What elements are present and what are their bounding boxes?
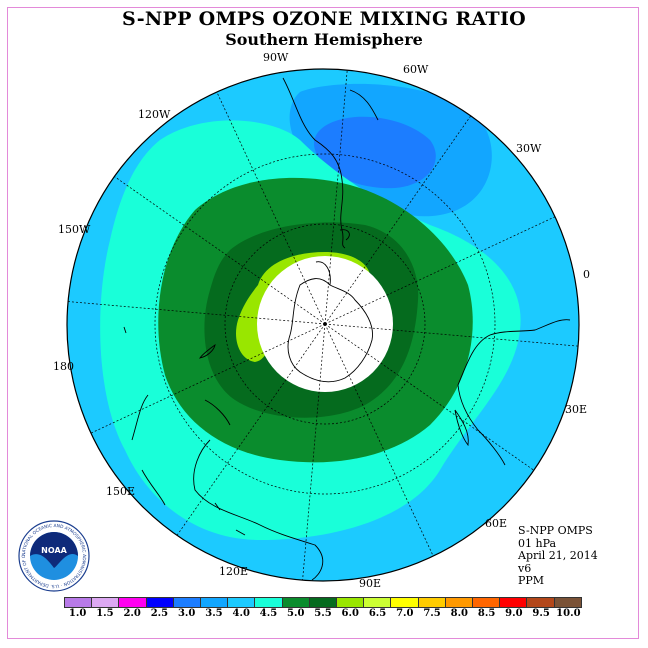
lon-label-30e: 30E	[565, 403, 587, 416]
colorbar-label: 5.5	[314, 608, 332, 619]
colorbar-segment	[228, 598, 256, 607]
info-instrument: S-NPP OMPS	[518, 524, 593, 537]
colorbar-labels: 1.0 1.5 2.0 2.5 3.0 3.5 4.0 4.5 5.0 5.5 6.0 6.5 7.0 7…	[0, 608, 648, 622]
globe-outline	[66, 68, 580, 582]
colorbar-label: 8.0	[450, 608, 469, 619]
colorbar-label: 7.0	[396, 608, 414, 619]
meridian-line	[324, 323, 571, 497]
info-block: S-NPP OMPS 01 hPa April 21, 2014 v6 PPM	[518, 524, 598, 588]
colorbar-segment	[65, 598, 93, 607]
plot-frame	[7, 7, 639, 639]
latitude-ring-1	[224, 223, 426, 425]
colorbar-label: 9.0	[505, 608, 523, 619]
lon-label-30w: 30W	[516, 142, 542, 155]
colorbar-label: 1.0	[68, 608, 87, 619]
colorbar-segment	[418, 598, 446, 607]
colorbar-segment	[445, 598, 474, 607]
colorbar-segment	[119, 598, 147, 607]
colorbar-label: 6.5	[368, 608, 387, 619]
colorbar-label: 2.5	[150, 608, 169, 619]
meridian-line	[197, 69, 326, 325]
colorbar-segment	[146, 598, 174, 607]
lon-label-180: 180	[53, 360, 74, 373]
new-zealand-coast	[131, 394, 166, 506]
colorbar-label: 3.0	[177, 608, 196, 619]
colorbar-label: 3.5	[205, 608, 223, 619]
madagascar-coast	[454, 409, 469, 447]
chart-title: S-NPP OMPS OZONE MIXING RATIO	[121, 8, 527, 30]
logo-text: NOAA	[41, 546, 67, 555]
south-america-coast	[282, 77, 379, 249]
chart-subtitle: Southern Hemisphere	[225, 30, 423, 49]
colorbar-segment	[92, 598, 120, 607]
south-pole-marker	[323, 322, 327, 326]
info-version: v6	[518, 561, 532, 575]
info-date: April 21, 2014	[518, 549, 598, 562]
colorbar-segment	[391, 598, 419, 607]
meridian-line	[324, 69, 352, 325]
colorbar-label: 6.0	[341, 608, 359, 619]
islands-coast	[123, 326, 246, 536]
colorbar-segment	[201, 598, 229, 607]
colorbar-segment	[282, 598, 310, 607]
meridian-line	[324, 323, 579, 351]
colorbar-label: 7.5	[423, 608, 441, 619]
ozone-field	[67, 69, 579, 581]
colorbar-segment	[473, 598, 501, 607]
meridian-line	[298, 323, 326, 581]
colorbar-label: 4.5	[259, 608, 278, 619]
lon-label-0: 0	[583, 268, 590, 281]
australia-coast	[193, 399, 324, 581]
meridian-line	[324, 78, 498, 325]
colorbar-label: 10.0	[556, 608, 581, 619]
lon-label-150e: 150E	[106, 485, 135, 498]
lon-label-120w: 120W	[138, 108, 171, 121]
meridian-line	[67, 323, 326, 452]
lon-label-60w: 60W	[403, 63, 429, 76]
graticule	[67, 69, 579, 581]
meridian-line	[79, 151, 326, 325]
colorbar-segment	[337, 598, 365, 607]
info-level: 01 hPa	[518, 536, 557, 550]
colorbar-label: 8.5	[477, 608, 496, 619]
colorbar-segment	[500, 598, 528, 607]
info-units: PPM	[518, 574, 545, 587]
colorbar-label: 2.0	[123, 608, 141, 619]
latitude-ring-2	[154, 153, 496, 495]
lon-label-90w: 90W	[263, 51, 289, 64]
meridian-lines	[67, 69, 579, 581]
lon-label-60e: 60E	[485, 517, 507, 530]
lon-label-120e: 120E	[219, 565, 248, 578]
colorbar-label: 1.5	[96, 608, 114, 619]
meridian-line	[67, 297, 326, 325]
colorbar-segment	[309, 598, 338, 607]
logo-bird-shape	[30, 532, 78, 568]
colorbar-segment	[173, 598, 202, 607]
colorbar-segment	[364, 598, 392, 607]
colorbar-segment	[554, 598, 581, 607]
colorbar-segment	[255, 598, 283, 607]
kerguelen-coast	[198, 343, 216, 359]
noaa-logo: NATIONAL OCEANIC AND ATMOSPHERIC ADMINIS…	[18, 520, 90, 592]
colorbar-label: 5.0	[287, 608, 305, 619]
lon-label-150w: 150W	[58, 223, 91, 236]
meridian-line	[152, 323, 326, 570]
colorbar-label: 9.5	[532, 608, 550, 619]
colorbar	[64, 597, 582, 608]
antarctica-coast	[287, 261, 373, 383]
lon-label-90e: 90E	[359, 577, 381, 590]
meridian-line	[324, 196, 579, 325]
colorbar-segment	[527, 598, 555, 607]
region-3-0-3-5	[314, 116, 436, 189]
meridian-line	[324, 323, 453, 581]
colorbar-label: 4.0	[232, 608, 250, 619]
